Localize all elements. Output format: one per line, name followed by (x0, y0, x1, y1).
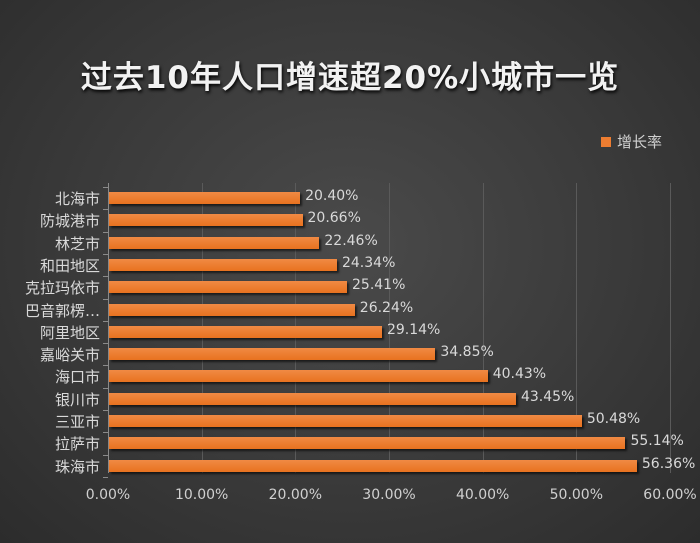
x-tick-label: 40.00% (455, 487, 510, 503)
bar-row: 银川市 43.45% (55, 388, 700, 410)
plot-area: 北海市 20.40% 防城港市 20.66% 林芝市 22.46% 和田地区 24.34% 克拉… (25, 183, 695, 478)
data-label: 24.34% (341, 254, 396, 271)
bar[interactable] (109, 348, 436, 361)
bar[interactable] (109, 303, 355, 316)
category-label: 和田地区 (39, 256, 100, 275)
data-label: 29.14% (386, 321, 441, 338)
bar-row: 三亚市 50.48% (55, 410, 700, 432)
y-tick (103, 187, 108, 188)
x-tick-label: 30.00% (362, 487, 416, 503)
y-tick (103, 298, 108, 300)
gridline (482, 183, 484, 473)
bar[interactable] (109, 214, 303, 227)
bar-row: 和田地区 24.34% (40, 254, 700, 276)
bar-row: 巴音郭楞… 26.24% (25, 299, 700, 321)
bar[interactable] (109, 325, 382, 338)
bar[interactable] (109, 459, 637, 472)
y-tick (103, 387, 108, 389)
y-tick (103, 320, 108, 322)
data-label: 43.45% (520, 388, 575, 405)
bar[interactable] (109, 192, 301, 204)
chart-title: 过去10年人口增速超20%小城市一览 (80, 60, 620, 96)
legend-label: 增长率 (617, 133, 663, 151)
bar[interactable] (109, 281, 347, 294)
bar-row: 林芝市 22.46% (55, 232, 700, 254)
gridline (389, 183, 390, 473)
y-tick (103, 410, 108, 411)
bar[interactable] (109, 415, 582, 427)
data-label: 40.43% (492, 366, 547, 383)
bar[interactable] (109, 370, 488, 383)
legend: 增长率 (601, 131, 662, 152)
x-tick-label: 0.00% (85, 487, 131, 503)
y-tick (103, 276, 108, 278)
bar[interactable] (109, 392, 516, 405)
data-label: 56.36% (641, 455, 696, 472)
bar-row: 嘉峪关市 34.85% (40, 343, 700, 365)
gridline (576, 183, 578, 473)
category-label: 拉萨市 (54, 435, 100, 454)
category-label: 银川市 (54, 390, 100, 409)
y-tick (103, 454, 108, 456)
category-label: 林芝市 (54, 234, 100, 253)
y-axis-line (108, 183, 109, 473)
y-tick (103, 253, 108, 255)
bar-row: 防城港市 20.66% (40, 209, 700, 231)
data-label: 20.66% (307, 210, 361, 227)
category-label: 珠海市 (54, 457, 100, 476)
gridline (670, 183, 671, 473)
y-tick (103, 365, 108, 367)
category-label: 嘉峪关市 (39, 346, 100, 365)
category-label: 海口市 (54, 368, 100, 387)
bar-row: 海口市 40.43% (55, 365, 700, 387)
bar-row: 珠海市 56.36% (55, 455, 700, 477)
data-label: 50.48% (586, 411, 641, 427)
x-tick-label: 10.00% (174, 487, 229, 503)
data-label: 26.24% (359, 299, 414, 316)
data-label: 20.40% (305, 188, 359, 204)
category-label: 克拉玛依市 (24, 279, 100, 298)
data-label: 22.46% (324, 232, 378, 249)
category-label: 巴音郭楞… (24, 301, 100, 320)
y-tick (103, 231, 108, 233)
data-label: 25.41% (352, 277, 406, 294)
category-label: 三亚市 (54, 413, 100, 431)
bar[interactable] (109, 437, 626, 450)
bar[interactable] (109, 258, 337, 271)
y-tick (103, 432, 108, 434)
category-label: 防城港市 (39, 212, 100, 231)
legend-swatch (601, 136, 611, 147)
bar-row: 克拉玛依市 25.41% (25, 276, 700, 298)
bar-row: 阿里地区 29.14% (40, 321, 700, 343)
bar-row: 北海市 20.40% (55, 187, 700, 209)
bar-row: 拉萨市 55.14% (55, 432, 700, 454)
data-label: 55.14% (630, 433, 684, 450)
bar[interactable] (109, 236, 320, 249)
category-label: 北海市 (54, 190, 100, 208)
y-tick (103, 476, 108, 478)
x-tick-label: 20.00% (268, 487, 323, 503)
y-tick (103, 343, 108, 345)
category-label: 阿里地区 (39, 323, 100, 342)
y-tick (103, 209, 108, 211)
data-label: 34.85% (440, 344, 494, 361)
x-tick-label: 60.00% (643, 487, 697, 503)
x-tick-label: 50.00% (549, 487, 604, 503)
